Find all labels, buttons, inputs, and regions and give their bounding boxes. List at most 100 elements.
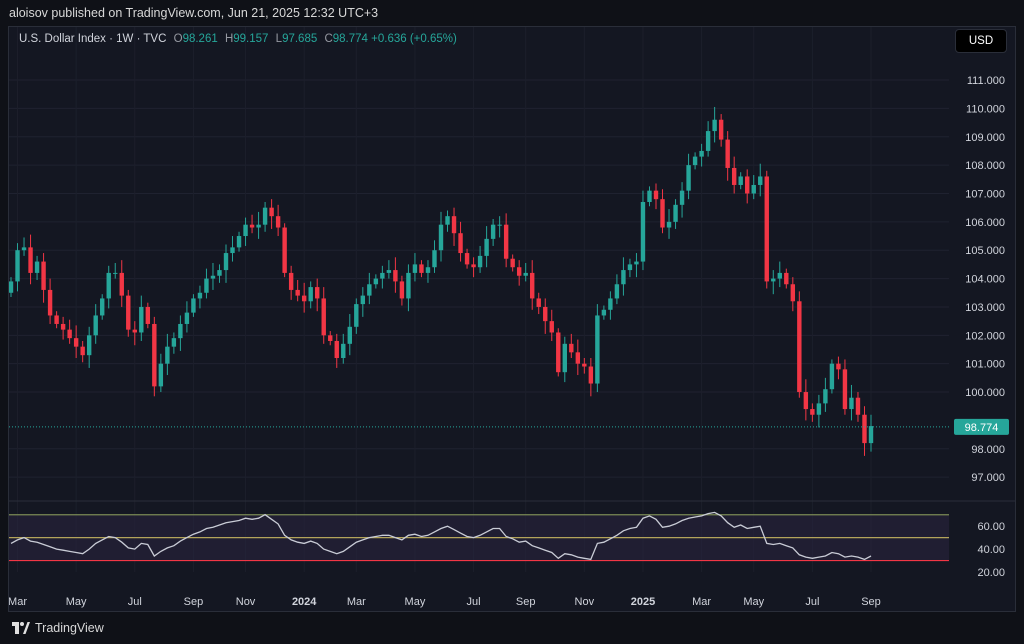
candle-body bbox=[823, 389, 828, 404]
candle-body bbox=[745, 176, 750, 194]
candle-body bbox=[725, 139, 730, 168]
currency-button[interactable]: USD bbox=[955, 29, 1007, 53]
price-tag-box bbox=[954, 418, 1009, 435]
candle-body bbox=[399, 281, 405, 299]
candle-body bbox=[523, 272, 528, 276]
price-tick-label: 106.000 bbox=[965, 217, 1005, 229]
candle-body bbox=[608, 298, 613, 310]
tradingview-logo-icon bbox=[12, 622, 30, 634]
tradingview-logo[interactable]: TradingView bbox=[12, 621, 104, 635]
candle-body bbox=[328, 335, 333, 341]
candle-body bbox=[810, 409, 815, 415]
candle-body bbox=[784, 272, 789, 285]
candle-body bbox=[530, 272, 535, 299]
candle-body bbox=[132, 329, 137, 333]
candle-body bbox=[718, 119, 724, 140]
candle-body bbox=[223, 253, 229, 271]
candle-body bbox=[126, 295, 131, 330]
candle-body bbox=[829, 363, 835, 390]
candle-body bbox=[660, 199, 665, 228]
candle-body bbox=[543, 306, 548, 322]
open-value: 98.261 bbox=[182, 33, 218, 45]
candle-body bbox=[679, 190, 685, 205]
candle-body bbox=[262, 207, 268, 225]
price-tick-label: 107.000 bbox=[965, 188, 1005, 200]
price-tick-label: 97.000 bbox=[971, 472, 1005, 484]
candle-body bbox=[751, 184, 756, 194]
candle-body bbox=[249, 224, 255, 228]
candle-body bbox=[178, 323, 183, 339]
candle-body bbox=[562, 343, 567, 373]
price-tag-value: 98.774 bbox=[965, 422, 999, 434]
change-value: +0.636 (+0.65%) bbox=[371, 33, 457, 45]
candle-body bbox=[197, 292, 203, 299]
candle-body bbox=[54, 315, 59, 324]
rsi-tick-label: 20.00 bbox=[977, 567, 1005, 579]
rsi-line bbox=[10, 511, 872, 561]
candle-body bbox=[842, 369, 848, 410]
price-tick-label: 100.000 bbox=[965, 387, 1005, 399]
candle-body bbox=[855, 397, 861, 415]
candle-body bbox=[862, 414, 867, 444]
chart-panel[interactable]: 111.000 110.000 109.000 108.000 107.000 106.0… bbox=[8, 26, 1016, 612]
candle-body bbox=[627, 264, 633, 271]
candle-body bbox=[73, 338, 79, 347]
candle-body bbox=[15, 250, 20, 282]
chart-canvas[interactable]: 111.000 110.000 109.000 108.000 107.000 106.0… bbox=[9, 27, 1016, 612]
candle-body bbox=[9, 281, 14, 293]
candle-body bbox=[41, 261, 46, 290]
candle-body bbox=[367, 284, 372, 296]
candle-body bbox=[67, 329, 72, 339]
candle-body bbox=[419, 264, 424, 273]
time-tick-label: Sep bbox=[861, 596, 881, 608]
candle-body bbox=[243, 224, 248, 237]
candle-body bbox=[471, 264, 476, 268]
price-tick-label: 108.000 bbox=[965, 160, 1005, 172]
time-tick-label: May bbox=[405, 596, 426, 608]
candle-body bbox=[171, 338, 177, 347]
candle-body bbox=[673, 204, 678, 222]
candle-body bbox=[165, 346, 170, 364]
price-tick-label: 102.000 bbox=[965, 330, 1005, 342]
candle-body bbox=[803, 392, 809, 410]
candle-body bbox=[464, 253, 470, 265]
candle-body bbox=[334, 340, 339, 359]
candle-body bbox=[484, 238, 489, 256]
candle-body bbox=[21, 247, 27, 251]
candle-body bbox=[569, 343, 574, 353]
high-value: 99.157 bbox=[233, 33, 269, 45]
candle-body bbox=[34, 261, 40, 273]
rsi-tick-label: 60.00 bbox=[977, 521, 1005, 533]
candle-body bbox=[432, 250, 437, 268]
candle-body bbox=[536, 298, 541, 307]
candle-body bbox=[699, 150, 704, 157]
candle-body bbox=[119, 272, 124, 296]
candle-body bbox=[653, 190, 659, 200]
price-tick-label: 110.000 bbox=[966, 103, 1005, 115]
price-tick-label: 109.000 bbox=[965, 132, 1005, 144]
candle-body bbox=[412, 264, 418, 273]
candle-body bbox=[373, 278, 379, 285]
candle-body bbox=[288, 272, 294, 290]
time-tick-label: Sep bbox=[184, 596, 204, 608]
candle-body bbox=[510, 258, 515, 268]
candle-body bbox=[601, 309, 607, 316]
candle-body bbox=[868, 426, 874, 444]
candle-body bbox=[712, 119, 717, 132]
candle-body bbox=[210, 275, 216, 279]
candle-body bbox=[575, 352, 581, 364]
price-tick-label: 105.000 bbox=[965, 245, 1005, 257]
candle-body bbox=[308, 287, 313, 302]
candle-body bbox=[477, 255, 483, 268]
published-text: aloisov published on TradingView.com, Ju… bbox=[9, 6, 379, 20]
candle-body bbox=[425, 267, 431, 273]
close-value: 98.774 bbox=[332, 33, 368, 45]
time-tick-label: 2024 bbox=[292, 596, 317, 608]
candle-body bbox=[341, 343, 346, 359]
time-tick-label: 2025 bbox=[631, 596, 655, 608]
candle-body bbox=[516, 267, 522, 276]
candle-body bbox=[113, 272, 118, 274]
tradingview-brand: TradingView bbox=[35, 621, 104, 635]
candle-body bbox=[301, 295, 307, 302]
price-tick-label: 104.000 bbox=[965, 274, 1005, 286]
